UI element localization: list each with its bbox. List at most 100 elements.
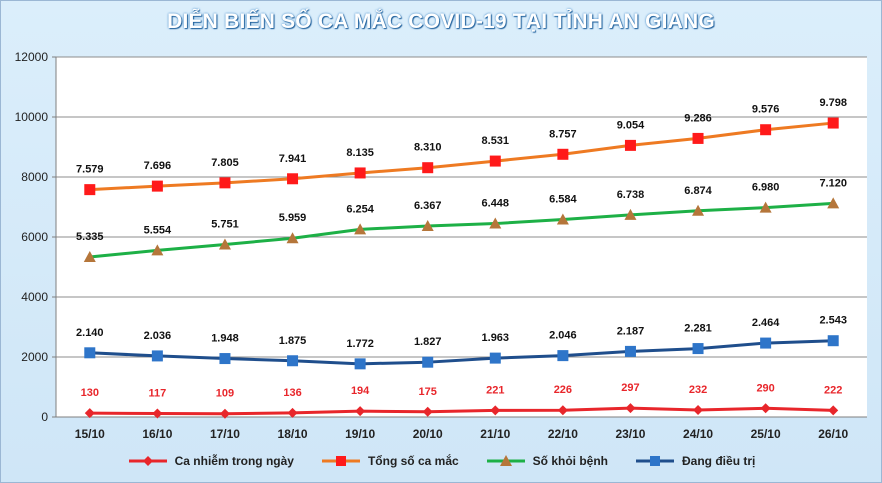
data-point-marker <box>692 132 704 144</box>
data-point-marker <box>355 406 366 417</box>
data-label: 9.576 <box>752 104 780 116</box>
data-label: 5.335 <box>76 231 104 243</box>
legend-item: Số khỏi bệnh <box>485 454 608 468</box>
data-point-marker <box>693 405 704 416</box>
data-label: 221 <box>486 384 504 396</box>
legend-label: Đang điều trị <box>682 454 756 468</box>
legend-swatch <box>636 456 675 466</box>
data-label: 7.120 <box>819 177 847 189</box>
data-label: 7.941 <box>279 153 307 165</box>
data-label: 232 <box>689 384 707 396</box>
x-tick-label: 18/10 <box>278 427 308 441</box>
data-label: 109 <box>216 388 234 400</box>
data-label: 136 <box>283 387 301 399</box>
data-label: 1.772 <box>346 338 374 350</box>
x-tick-label: 15/10 <box>75 427 105 441</box>
data-point-marker <box>218 238 231 250</box>
data-label: 7.579 <box>76 164 104 176</box>
legend-swatch <box>486 455 525 466</box>
data-label: 6.367 <box>414 200 442 212</box>
data-label: 9.054 <box>617 119 645 131</box>
series-0: 130 117 109 136 194 175 221 226 297 232 290 222 <box>81 382 842 419</box>
y-tick-label: 0 <box>41 410 48 424</box>
series-line <box>89 406 834 416</box>
series-2: 5.335 5.554 5.751 5.959 6.254 6.367 6.448 6.584… <box>76 177 847 262</box>
series-group: 130 117 109 136 194 175 221 226 297 232 290 222 7.57… <box>76 97 847 419</box>
data-point-marker <box>760 337 772 349</box>
data-point-marker <box>151 180 163 192</box>
legend-label: Tổng số ca mắc <box>367 454 459 468</box>
data-point-marker <box>760 403 771 414</box>
y-tick-label: 4000 <box>21 290 48 304</box>
data-point-marker <box>625 403 636 414</box>
x-tick-label: 23/10 <box>615 427 645 441</box>
data-point-marker <box>84 347 96 359</box>
legend-label: Ca nhiễm trong ngày <box>174 454 294 468</box>
legend-item: Ca nhiễm trong ngày <box>127 454 294 468</box>
data-label: 6.738 <box>617 189 645 201</box>
data-point-marker <box>421 219 434 231</box>
x-tick-label: 16/10 <box>142 427 172 441</box>
data-label: 6.584 <box>549 193 577 205</box>
data-label: 5.959 <box>279 212 307 224</box>
legend-swatch <box>128 456 167 466</box>
data-point-marker <box>489 217 502 229</box>
y-tick-label: 10000 <box>15 110 49 124</box>
data-point-marker <box>84 184 96 196</box>
x-tick-label: 25/10 <box>751 427 781 441</box>
data-point-marker <box>692 204 705 216</box>
legend-label: Số khỏi bệnh <box>532 454 609 468</box>
data-point-marker <box>219 408 230 419</box>
x-tick-label: 24/10 <box>683 427 713 441</box>
data-label: 222 <box>824 384 842 396</box>
data-label: 194 <box>351 385 370 397</box>
y-axis: 0 2000 4000 6000 8000 10000 12000 <box>15 50 57 424</box>
data-point-marker <box>151 244 164 256</box>
data-label: 2.140 <box>76 327 104 339</box>
data-point-marker <box>287 173 299 185</box>
x-tick-label: 17/10 <box>210 427 240 441</box>
data-label: 9.286 <box>684 112 712 124</box>
data-point-marker <box>490 405 501 416</box>
data-point-marker <box>219 353 231 365</box>
data-point-marker <box>760 124 772 136</box>
data-point-marker <box>827 117 839 129</box>
data-label: 6.448 <box>482 198 510 210</box>
series-line <box>89 121 834 192</box>
data-point-marker <box>354 358 366 370</box>
data-point-marker <box>827 335 839 347</box>
data-point-marker <box>692 343 704 355</box>
data-point-marker <box>557 405 568 416</box>
data-label: 2.543 <box>819 315 847 327</box>
data-label: 5.751 <box>211 218 239 230</box>
x-tick-label: 22/10 <box>548 427 578 441</box>
x-axis: 15/10 16/10 17/10 18/10 19/10 20/10 21/10 22/10… <box>75 427 849 441</box>
x-tick-label: 26/10 <box>818 427 848 441</box>
data-label: 6.874 <box>684 185 712 197</box>
data-label: 8.531 <box>482 135 510 147</box>
data-label: 117 <box>149 387 167 399</box>
data-point-marker <box>624 208 637 220</box>
x-tick-label: 19/10 <box>345 427 375 441</box>
data-label: 2.281 <box>684 323 712 335</box>
series-3: 2.140 2.036 1.948 1.875 1.772 1.827 1.963 2.046… <box>76 315 847 370</box>
data-point-marker <box>556 213 569 225</box>
data-point-marker <box>287 355 299 367</box>
data-label: 1.875 <box>279 335 307 347</box>
data-label: 1.827 <box>414 336 442 348</box>
data-point-marker <box>286 232 299 244</box>
series-line <box>89 201 834 259</box>
y-tick-label: 6000 <box>21 230 48 244</box>
data-point-marker <box>489 155 501 167</box>
y-tick-label: 12000 <box>15 50 49 64</box>
data-point-marker <box>489 352 501 364</box>
data-point-marker <box>557 350 569 362</box>
data-label: 2.187 <box>617 325 645 337</box>
data-label: 7.696 <box>144 160 172 172</box>
series-1: 7.579 7.696 7.805 7.941 8.135 8.310 8.531 8.757… <box>76 97 847 196</box>
series-line <box>89 339 834 366</box>
data-label: 8.757 <box>549 128 577 140</box>
legend-item: Đang điều trị <box>634 454 755 468</box>
data-label: 297 <box>621 382 639 394</box>
